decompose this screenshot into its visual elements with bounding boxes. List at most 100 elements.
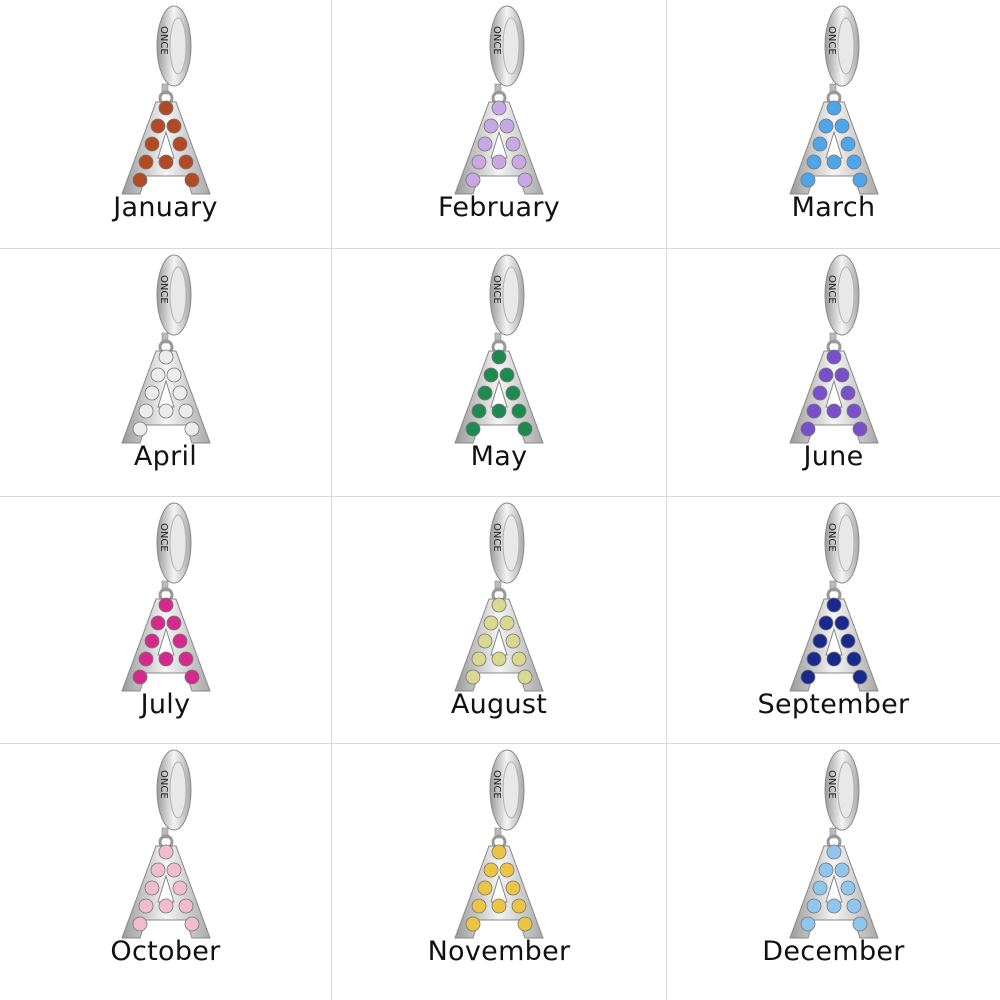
gemstone xyxy=(505,385,521,401)
gemstone xyxy=(517,669,533,685)
letter-a-charm-image: ONCE xyxy=(120,5,211,195)
gemstone xyxy=(499,367,515,383)
gemstone xyxy=(826,100,841,116)
bail-ring: ONCE xyxy=(156,502,191,584)
gemstone xyxy=(846,898,861,914)
gemstone xyxy=(517,421,533,437)
gemstone xyxy=(826,844,841,860)
month-label: July xyxy=(140,689,191,720)
gemstone xyxy=(826,597,841,613)
bail-ring: ONCE xyxy=(489,254,525,336)
gemstone xyxy=(166,118,181,134)
gemstone xyxy=(826,651,841,667)
gemstone xyxy=(166,615,181,631)
gemstone xyxy=(166,862,181,878)
gemstone xyxy=(178,651,193,667)
gemstone xyxy=(138,898,153,914)
brand-engraving: ONCE xyxy=(826,523,837,552)
gemstone xyxy=(812,385,827,401)
charm-cell-august: ONCE August xyxy=(332,497,667,744)
charm-cell-july: ONCE July xyxy=(0,497,332,744)
letter-a-charm-image: ONCE xyxy=(788,502,879,692)
gemstone xyxy=(806,154,821,170)
gemstone xyxy=(517,916,533,932)
gemstone xyxy=(499,118,515,134)
brand-engraving: ONCE xyxy=(158,26,169,55)
bail-ring: ONCE xyxy=(489,5,525,87)
charm-cell-february: ONCE February xyxy=(332,0,667,249)
gemstone xyxy=(471,403,487,419)
charm-cell-january: ONCE January xyxy=(0,0,332,249)
gemstone xyxy=(150,862,165,878)
gemstone xyxy=(483,118,499,134)
gemstone xyxy=(172,385,187,401)
gemstone xyxy=(471,898,487,914)
gemstone xyxy=(846,403,861,419)
gemstone xyxy=(150,367,165,383)
gemstone xyxy=(158,154,173,170)
gemstone xyxy=(166,367,181,383)
gemstone xyxy=(132,669,147,685)
month-label: August xyxy=(450,689,548,720)
gemstone xyxy=(505,633,521,649)
gemstone xyxy=(158,844,173,860)
gemstone xyxy=(491,100,507,116)
gemstone xyxy=(505,136,521,152)
gemstone xyxy=(178,403,193,419)
gemstone xyxy=(483,862,499,878)
charm-cell-june: ONCE June xyxy=(667,249,1000,497)
brand-engraving: ONCE xyxy=(826,770,837,799)
gemstone xyxy=(150,118,165,134)
gemstone xyxy=(511,154,527,170)
brand-engraving: ONCE xyxy=(491,523,502,552)
gemstone xyxy=(806,898,821,914)
gemstone xyxy=(499,615,515,631)
month-label: June xyxy=(803,441,864,472)
gemstone xyxy=(499,862,515,878)
gemstone xyxy=(132,421,147,437)
letter-a-charm-image: ONCE xyxy=(120,749,211,939)
letter-a-charm-image: ONCE xyxy=(120,254,211,444)
gemstone xyxy=(840,385,855,401)
gemstone xyxy=(144,633,159,649)
brand-engraving: ONCE xyxy=(158,523,169,552)
gemstone xyxy=(158,100,173,116)
bail-ring: ONCE xyxy=(489,749,525,831)
gemstone xyxy=(812,136,827,152)
gemstone xyxy=(158,403,173,419)
charm-cell-december: ONCE December xyxy=(667,744,1000,1000)
month-label: May xyxy=(470,441,528,472)
gemstone xyxy=(150,615,165,631)
gemstone xyxy=(172,136,187,152)
gemstone xyxy=(184,421,199,437)
gemstone xyxy=(826,154,841,170)
charm-cell-may: ONCE May xyxy=(332,249,667,497)
letter-a-charm-image: ONCE xyxy=(454,254,544,444)
month-label: February xyxy=(437,192,561,223)
gemstone xyxy=(812,633,827,649)
gemstone xyxy=(800,669,815,685)
bail-ring: ONCE xyxy=(489,502,525,584)
bail-ring: ONCE xyxy=(824,502,859,584)
gemstone xyxy=(818,615,833,631)
gemstone xyxy=(491,403,507,419)
gemstone xyxy=(144,136,159,152)
gemstone xyxy=(834,862,849,878)
gemstone xyxy=(517,172,533,188)
gemstone xyxy=(477,136,493,152)
gemstone xyxy=(852,172,867,188)
gemstone xyxy=(138,651,153,667)
gemstone xyxy=(158,898,173,914)
month-label: September xyxy=(757,689,910,720)
gemstone xyxy=(483,615,499,631)
charm-cell-september: ONCE September xyxy=(667,497,1000,744)
gemstone xyxy=(132,916,147,932)
brand-engraving: ONCE xyxy=(158,770,169,799)
gemstone xyxy=(471,651,487,667)
month-label: November xyxy=(427,936,571,967)
gemstone xyxy=(800,172,815,188)
bail-ring: ONCE xyxy=(156,5,191,87)
month-label: April xyxy=(133,441,198,472)
brand-engraving: ONCE xyxy=(491,26,502,55)
gemstone xyxy=(138,154,153,170)
